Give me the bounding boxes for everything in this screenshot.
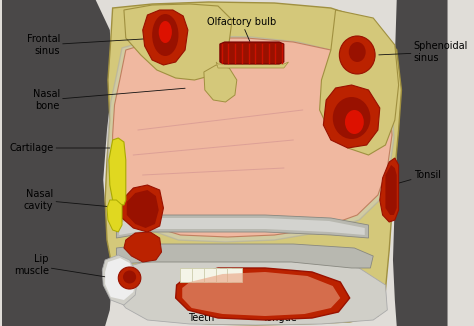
Ellipse shape	[152, 14, 179, 56]
Polygon shape	[228, 268, 242, 282]
Polygon shape	[113, 260, 387, 325]
Polygon shape	[108, 36, 394, 242]
Text: Lip
muscle: Lip muscle	[14, 254, 110, 277]
Ellipse shape	[339, 36, 375, 74]
Polygon shape	[113, 38, 392, 237]
Polygon shape	[102, 255, 138, 305]
Ellipse shape	[118, 267, 141, 289]
Ellipse shape	[349, 42, 365, 62]
Text: Tongue: Tongue	[262, 293, 297, 323]
Polygon shape	[182, 272, 340, 316]
Text: Sphenoidal
sinus: Sphenoidal sinus	[379, 41, 468, 63]
Polygon shape	[127, 190, 159, 228]
Polygon shape	[380, 158, 399, 222]
Polygon shape	[1, 0, 113, 326]
Text: Tonsil: Tonsil	[395, 170, 441, 184]
Polygon shape	[109, 138, 126, 205]
Ellipse shape	[345, 110, 364, 134]
Text: Frontal
sinus: Frontal sinus	[27, 34, 157, 56]
Polygon shape	[216, 62, 289, 68]
Polygon shape	[192, 268, 207, 282]
Polygon shape	[204, 65, 237, 102]
Polygon shape	[105, 258, 136, 300]
Polygon shape	[319, 10, 399, 155]
Ellipse shape	[333, 97, 370, 139]
Polygon shape	[124, 4, 232, 80]
Polygon shape	[204, 268, 219, 282]
Polygon shape	[143, 10, 188, 65]
Text: Cartilage: Cartilage	[9, 143, 110, 153]
Text: Nasal
bone: Nasal bone	[33, 88, 185, 111]
Polygon shape	[122, 185, 164, 232]
Polygon shape	[176, 268, 350, 320]
Polygon shape	[181, 268, 195, 282]
Polygon shape	[393, 0, 447, 326]
Polygon shape	[119, 218, 365, 235]
Polygon shape	[117, 244, 373, 268]
Polygon shape	[107, 200, 122, 232]
Polygon shape	[323, 85, 380, 148]
Ellipse shape	[159, 21, 172, 43]
Polygon shape	[216, 268, 231, 282]
Polygon shape	[124, 232, 162, 262]
Ellipse shape	[123, 271, 136, 284]
Polygon shape	[220, 42, 284, 64]
Polygon shape	[117, 215, 368, 238]
Polygon shape	[105, 2, 401, 325]
Text: Nasal
cavity: Nasal cavity	[24, 189, 121, 211]
Text: Olfactory bulb: Olfactory bulb	[207, 17, 276, 41]
Polygon shape	[385, 165, 397, 215]
Text: Teeth: Teeth	[188, 285, 214, 323]
